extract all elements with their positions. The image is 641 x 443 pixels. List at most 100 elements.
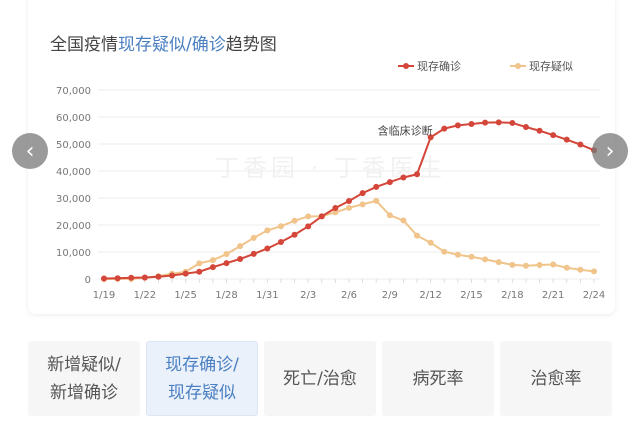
data-point: [101, 275, 107, 282]
data-point: [223, 260, 230, 267]
data-point: [196, 268, 203, 275]
data-point: [441, 125, 448, 132]
chevron-left-icon: ‹: [25, 138, 35, 164]
data-point: [250, 234, 257, 241]
data-point: [468, 253, 475, 260]
data-point: [522, 123, 529, 130]
data-point: [277, 223, 284, 230]
legend-label: 现存确诊: [417, 60, 461, 73]
data-point: [373, 183, 380, 190]
legend-label: 现存疑似: [529, 60, 573, 73]
y-tick-label: 70,000: [56, 86, 91, 97]
data-point: [550, 132, 557, 139]
data-point: [495, 119, 502, 126]
data-point: [155, 273, 162, 280]
x-tick-label: 1/25: [174, 290, 196, 301]
data-point: [332, 204, 339, 211]
data-point: [223, 251, 230, 258]
chart-card: [28, 0, 615, 314]
data-point: [209, 264, 216, 271]
annotation-label: 含临床诊断: [378, 123, 433, 137]
y-tick-label: 10,000: [56, 248, 91, 259]
data-point: [482, 119, 489, 126]
data-point: [196, 260, 203, 267]
data-point: [468, 121, 475, 128]
data-point: [359, 190, 366, 197]
x-tick-label: 2/21: [542, 290, 564, 301]
data-point: [400, 174, 407, 181]
x-tick-label: 2/3: [300, 290, 316, 301]
legend-marker: [510, 63, 526, 69]
data-point: [114, 275, 121, 282]
data-point: [386, 179, 393, 186]
data-point: [250, 250, 257, 257]
data-point: [291, 217, 298, 224]
data-point: [182, 270, 189, 277]
data-point: [591, 268, 597, 275]
x-tick-label: 2/6: [341, 290, 357, 301]
data-point: [386, 212, 393, 219]
tab-1[interactable]: 现存确诊/现存疑似: [146, 341, 258, 416]
data-point: [332, 209, 339, 216]
y-tick-label: 40,000: [56, 167, 91, 178]
data-point: [509, 119, 516, 126]
data-point: [305, 213, 312, 220]
x-tick-label: 2/24: [583, 290, 605, 301]
data-point: [522, 262, 529, 269]
y-tick-label: 30,000: [56, 194, 91, 205]
x-tick-label: 1/31: [256, 290, 278, 301]
data-point: [454, 122, 461, 129]
y-tick-label: 20,000: [56, 221, 91, 232]
tab-2[interactable]: 死亡/治愈: [264, 341, 376, 416]
data-point: [454, 251, 461, 258]
x-tick-label: 2/9: [382, 290, 398, 301]
chevron-right-icon: ›: [605, 138, 615, 164]
data-point: [264, 227, 271, 234]
series-line-1: [103, 199, 595, 280]
y-tick-label: 0: [85, 275, 91, 286]
data-point: [482, 256, 489, 263]
y-tick-label: 60,000: [56, 113, 91, 124]
data-point: [495, 259, 502, 266]
data-point: [318, 213, 325, 220]
data-point: [427, 134, 434, 141]
legend-item-confirmed[interactable]: 现存确诊: [398, 58, 461, 74]
data-point: [128, 274, 135, 281]
chart-title: 全国疫情现存疑似/确诊趋势图: [50, 35, 277, 55]
data-point: [277, 239, 284, 246]
data-point: [577, 266, 584, 273]
x-tick-label: 2/12: [419, 290, 441, 301]
prev-chart-button[interactable]: ‹: [12, 133, 48, 169]
next-chart-button[interactable]: ›: [592, 133, 628, 169]
data-point: [414, 171, 421, 178]
data-point: [209, 257, 216, 264]
data-point: [550, 261, 557, 268]
data-point: [373, 197, 380, 204]
data-point: [237, 256, 244, 263]
data-point: [237, 243, 244, 250]
data-point: [346, 204, 352, 211]
legend-marker: [398, 63, 414, 69]
data-point: [563, 264, 570, 271]
data-point: [264, 245, 271, 252]
data-point: [441, 248, 448, 255]
tab-3[interactable]: 病死率: [382, 341, 494, 416]
data-point: [169, 272, 176, 279]
data-point: [536, 261, 543, 268]
tab-0[interactable]: 新增疑似/新增确诊: [28, 341, 140, 416]
data-point: [141, 274, 148, 281]
data-point: [359, 201, 366, 208]
x-tick-label: 2/15: [460, 290, 482, 301]
y-tick-label: 50,000: [56, 140, 91, 151]
data-point: [509, 261, 516, 268]
data-point: [414, 232, 421, 239]
chart-tabs: 新增疑似/新增确诊 现存确诊/现存疑似 死亡/治愈 病死率 治愈率: [28, 341, 612, 416]
data-point: [400, 217, 407, 224]
x-tick-label: 1/22: [134, 290, 156, 301]
tab-4[interactable]: 治愈率: [500, 341, 612, 416]
data-point: [305, 223, 312, 230]
data-point: [291, 231, 298, 238]
legend-item-suspected[interactable]: 现存疑似: [510, 58, 573, 74]
data-point: [427, 239, 434, 246]
